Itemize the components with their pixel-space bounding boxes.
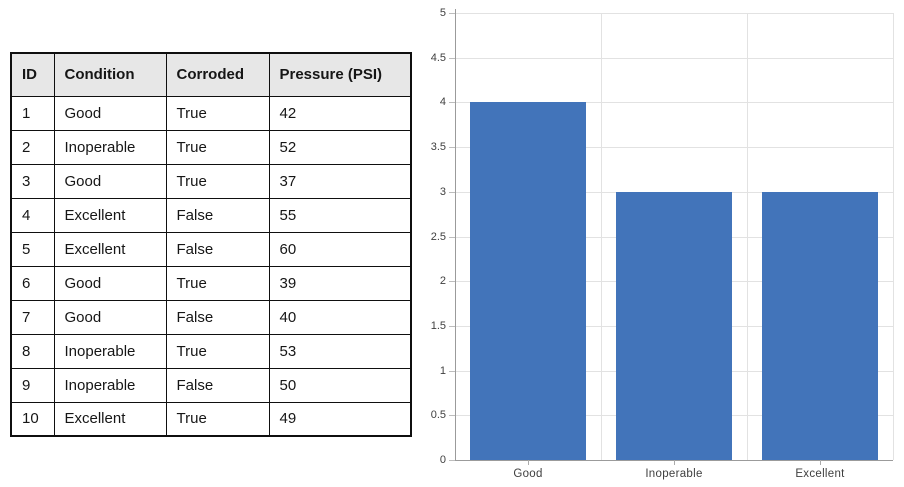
horizontal-gridline	[455, 13, 893, 14]
table-cell: 8	[10, 333, 55, 369]
y-axis-tick	[449, 57, 455, 59]
y-axis-tick	[449, 460, 455, 461]
table-row: 1 Good True 42	[10, 95, 412, 131]
y-axis-label: 1	[439, 364, 446, 377]
vertical-gridline	[601, 13, 602, 460]
x-axis-tick	[528, 460, 529, 465]
table-row: 5 Excellent False 60	[10, 231, 412, 267]
table-cell: 60	[268, 231, 412, 267]
table-row: 10 Excellent True 49	[10, 401, 412, 437]
y-axis-label: 0.5	[430, 409, 446, 422]
y-axis-tick	[449, 325, 455, 327]
table-cell: True	[165, 401, 270, 437]
table-cell: Excellent	[53, 401, 167, 437]
y-axis-label: 2.5	[430, 230, 446, 243]
pipes-table-container: ID Condition Corroded Pressure (PSI) 1 Good T…	[10, 52, 412, 437]
x-axis-label: Excellent	[795, 468, 845, 480]
y-axis-tick	[449, 147, 455, 149]
table-cell: 53	[268, 333, 412, 369]
y-axis-tick	[449, 415, 455, 417]
y-axis-tick	[449, 236, 455, 238]
y-axis-label: 4	[439, 96, 446, 109]
table-row: 9 Inoperable False 50	[10, 367, 412, 403]
bar-good	[469, 102, 587, 460]
y-axis-tick	[449, 370, 455, 372]
table-cell: Good	[53, 299, 167, 335]
table-cell: False	[165, 231, 270, 267]
table-cell: 50	[268, 367, 412, 403]
table-cell: True	[165, 129, 270, 165]
table-cell: 3	[10, 163, 55, 199]
table-cell: False	[165, 299, 270, 335]
x-axis-label: Good	[513, 468, 543, 480]
table-header-row: ID Condition Corroded Pressure (PSI)	[10, 52, 412, 97]
table-cell: True	[165, 333, 270, 369]
x-axis-label: Inoperable	[645, 468, 703, 480]
horizontal-gridline	[455, 102, 893, 104]
table-cell: Inoperable	[53, 333, 167, 369]
table-cell: Inoperable	[53, 367, 167, 403]
y-axis-tick	[449, 102, 455, 104]
table-cell: 37	[268, 163, 412, 199]
horizontal-gridline	[455, 147, 893, 149]
table-cell: True	[165, 163, 270, 199]
y-axis-label: 1.5	[430, 319, 446, 332]
horizontal-gridline	[455, 57, 893, 59]
y-axis-label: 5	[439, 7, 446, 19]
table-cell: 5	[10, 231, 55, 267]
table-row: 7 Good False 40	[10, 299, 412, 335]
y-axis-tick	[449, 13, 455, 14]
pipes-table: ID Condition Corroded Pressure (PSI) 1 Good T…	[10, 52, 412, 437]
y-axis-tick	[449, 281, 455, 283]
table-cell: 52	[268, 129, 412, 165]
table-row: 3 Good True 37	[10, 163, 412, 199]
y-axis-label: 4.5	[430, 51, 446, 64]
column-header: Pressure (PSI)	[268, 52, 412, 97]
table-cell: Good	[53, 265, 167, 301]
table-cell: 42	[268, 95, 412, 131]
bar-inoperable	[615, 191, 733, 460]
x-axis-tick	[820, 460, 821, 465]
table-cell: True	[165, 95, 270, 131]
x-axis-tick	[674, 460, 675, 465]
table-cell: 7	[10, 299, 55, 335]
y-axis-label: 3.5	[430, 141, 446, 154]
y-axis-label: 2	[439, 275, 446, 288]
table-cell: Excellent	[53, 197, 167, 233]
table-cell: Good	[53, 95, 167, 131]
table-row: 6 Good True 39	[10, 265, 412, 301]
y-axis-label: 3	[439, 185, 446, 198]
table-cell: 2	[10, 129, 55, 165]
vertical-gridline	[747, 13, 748, 460]
table-cell: 4	[10, 197, 55, 233]
table-cell: 6	[10, 265, 55, 301]
table-cell: False	[165, 367, 270, 403]
table-cell: 49	[268, 401, 412, 437]
bar-excellent	[761, 191, 879, 460]
table-cell: 39	[268, 265, 412, 301]
y-axis	[455, 9, 456, 460]
table-cell: 40	[268, 299, 412, 335]
y-axis-tick	[449, 191, 455, 193]
y-axis-label: 0	[439, 454, 446, 466]
table-cell: True	[165, 265, 270, 301]
table-row: 8 Inoperable True 53	[10, 333, 412, 369]
vertical-gridline	[893, 13, 894, 460]
table-cell: Good	[53, 163, 167, 199]
